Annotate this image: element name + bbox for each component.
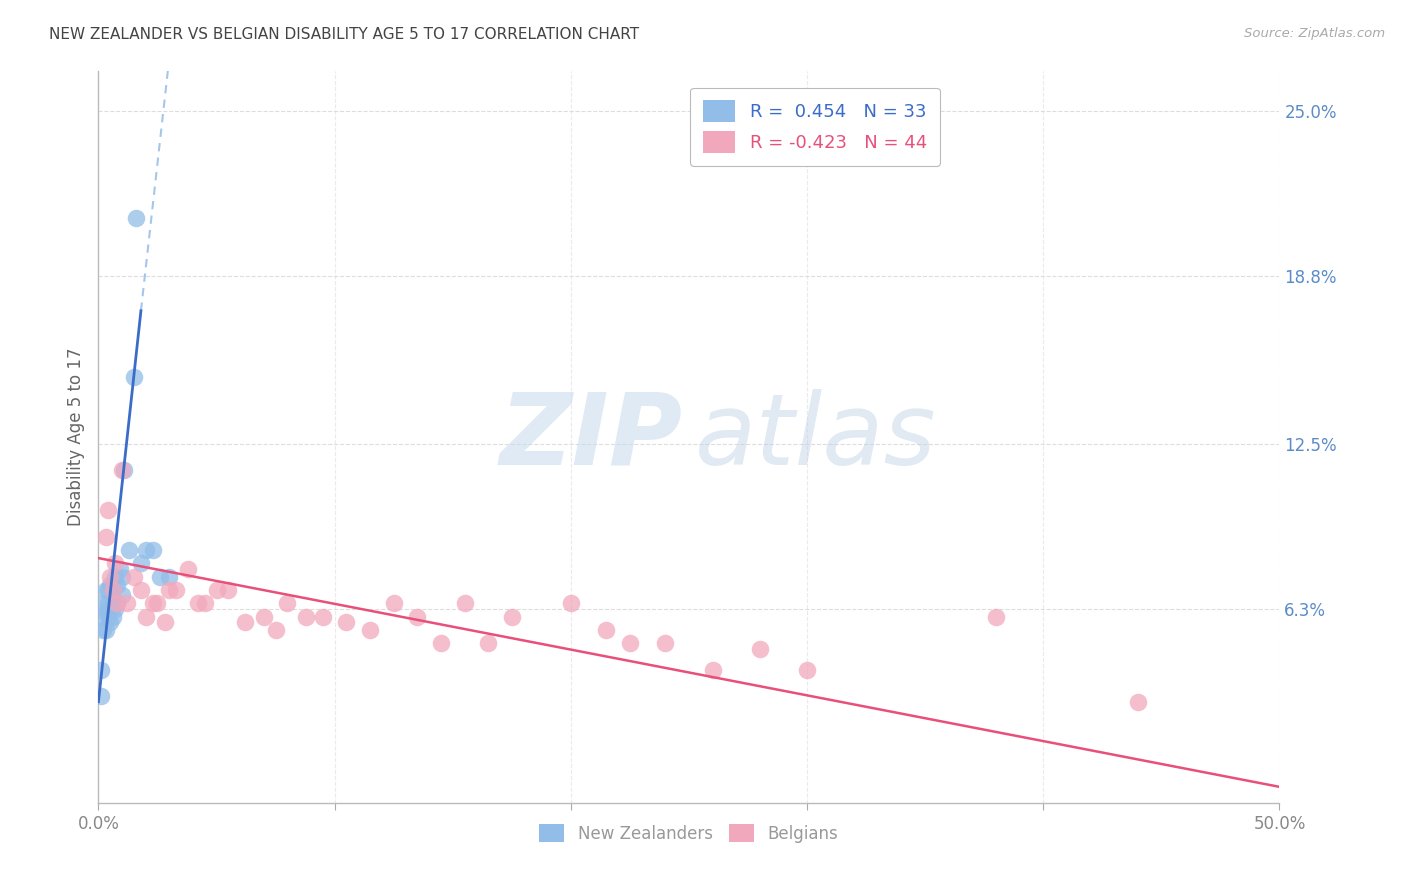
Point	[98, 601, 121, 615]
Point	[112, 463, 135, 477]
Point	[104, 570, 127, 584]
Point	[91, 596, 114, 610]
Point	[149, 570, 172, 584]
Point	[595, 623, 617, 637]
Point	[98, 577, 121, 591]
Point	[97, 582, 120, 597]
Y-axis label: Disability Age 5 to 17: Disability Age 5 to 17	[66, 348, 84, 526]
Point	[118, 543, 141, 558]
Point	[165, 582, 187, 597]
Point	[101, 582, 124, 597]
Point	[135, 609, 157, 624]
Text: Source: ZipAtlas.com: Source: ZipAtlas.com	[1244, 27, 1385, 40]
Point	[101, 582, 124, 597]
Point	[97, 596, 120, 610]
Point	[335, 615, 357, 629]
Point	[748, 641, 770, 656]
Point	[619, 636, 641, 650]
Point	[111, 588, 134, 602]
Legend: New Zealanders, Belgians: New Zealanders, Belgians	[533, 817, 845, 849]
Point	[105, 596, 128, 610]
Point	[382, 596, 405, 610]
Point	[253, 609, 276, 624]
Point	[359, 623, 381, 637]
Point	[101, 609, 124, 624]
Point	[108, 562, 131, 576]
Point	[101, 596, 124, 610]
Point	[430, 636, 453, 650]
Point	[453, 596, 475, 610]
Point	[233, 615, 256, 629]
Point	[122, 570, 145, 584]
Point	[98, 615, 121, 629]
Point	[796, 663, 818, 677]
Point	[205, 582, 228, 597]
Point	[104, 601, 127, 615]
Point	[90, 663, 112, 677]
Point	[157, 582, 180, 597]
Point	[111, 463, 134, 477]
Point	[104, 557, 127, 571]
Point	[194, 596, 217, 610]
Point	[984, 609, 1007, 624]
Point	[406, 609, 429, 624]
Point	[295, 609, 318, 624]
Point	[111, 570, 134, 584]
Text: ZIP: ZIP	[501, 389, 683, 485]
Point	[217, 582, 239, 597]
Point	[654, 636, 676, 650]
Point	[312, 609, 335, 624]
Point	[91, 623, 114, 637]
Point	[98, 570, 121, 584]
Point	[135, 543, 157, 558]
Point	[1126, 695, 1149, 709]
Point	[142, 596, 165, 610]
Point	[142, 543, 165, 558]
Point	[129, 557, 152, 571]
Point	[264, 623, 287, 637]
Point	[97, 503, 120, 517]
Point	[94, 623, 117, 637]
Point	[146, 596, 169, 610]
Text: atlas: atlas	[695, 389, 936, 485]
Point	[91, 609, 114, 624]
Point	[105, 577, 128, 591]
Point	[157, 570, 180, 584]
Point	[94, 582, 117, 597]
Point	[177, 562, 200, 576]
Point	[477, 636, 499, 650]
Point	[90, 690, 112, 704]
Point	[187, 596, 209, 610]
Point	[105, 596, 128, 610]
Point	[115, 596, 138, 610]
Text: NEW ZEALANDER VS BELGIAN DISABILITY AGE 5 TO 17 CORRELATION CHART: NEW ZEALANDER VS BELGIAN DISABILITY AGE …	[49, 27, 640, 42]
Point	[153, 615, 176, 629]
Point	[560, 596, 582, 610]
Point	[276, 596, 298, 610]
Point	[129, 582, 152, 597]
Point	[97, 609, 120, 624]
Point	[125, 211, 148, 225]
Point	[501, 609, 523, 624]
Point	[94, 530, 117, 544]
Point	[94, 604, 117, 618]
Point	[702, 663, 724, 677]
Point	[122, 370, 145, 384]
